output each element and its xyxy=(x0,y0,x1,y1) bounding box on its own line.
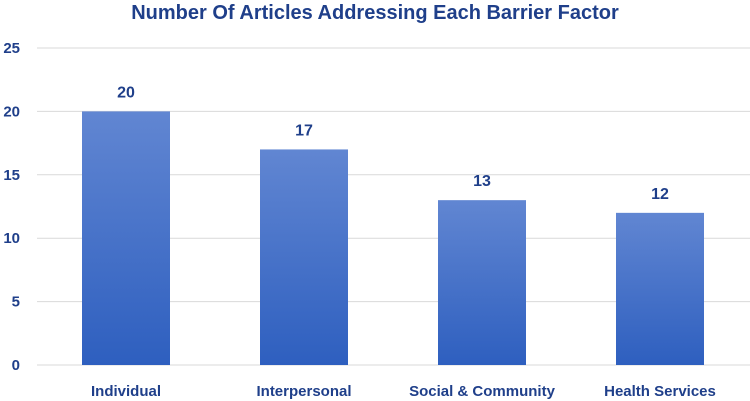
bar xyxy=(438,200,526,365)
data-labels: 20 17 13 12 xyxy=(117,84,669,202)
bar xyxy=(82,111,170,366)
y-tick-label: 5 xyxy=(12,294,20,311)
y-tick-label: 0 xyxy=(12,357,20,374)
y-tick-label: 10 xyxy=(3,230,20,247)
y-tick-label: 15 xyxy=(3,167,20,184)
chart-title: Number Of Articles Addressing Each Barri… xyxy=(131,2,619,24)
data-label: 12 xyxy=(651,186,669,203)
x-tick-label: Social & Community xyxy=(409,383,556,400)
bar xyxy=(260,149,348,365)
data-label: 20 xyxy=(117,84,135,101)
data-label: 13 xyxy=(473,173,491,190)
y-axis-ticks: 0 5 10 15 20 25 xyxy=(3,40,20,374)
x-axis-ticks: Individual Interpersonal Social & Communit… xyxy=(91,383,716,400)
bar xyxy=(616,212,704,365)
x-tick-label: Health Services xyxy=(604,383,716,400)
y-tick-label: 20 xyxy=(3,103,20,120)
y-tick-label: 25 xyxy=(3,40,20,57)
x-tick-label: Individual xyxy=(91,383,161,400)
data-label: 17 xyxy=(295,122,313,139)
x-tick-label: Interpersonal xyxy=(256,383,351,400)
bars xyxy=(82,111,704,366)
